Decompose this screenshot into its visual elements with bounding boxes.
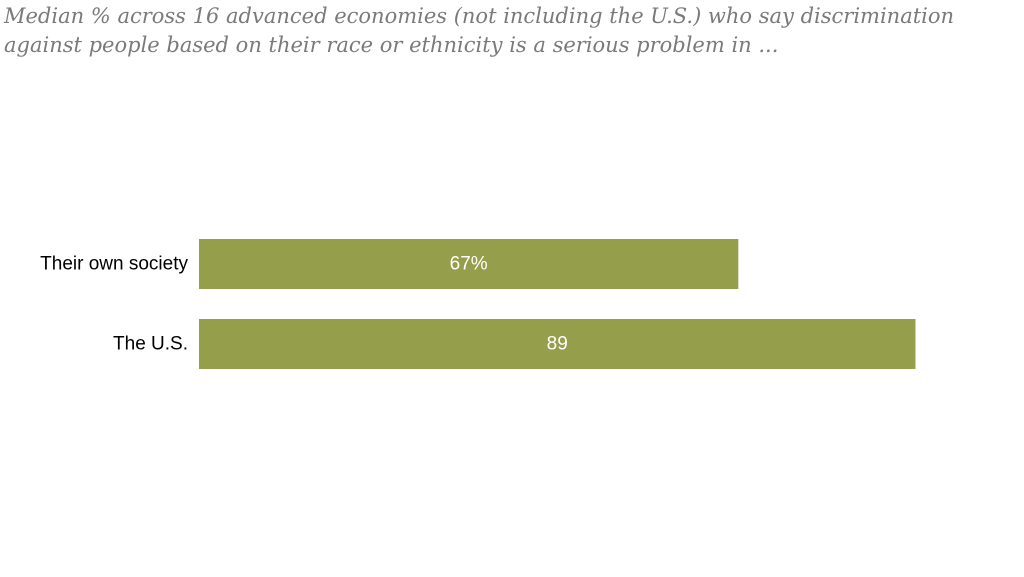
value-label-the-u-s: 89 <box>547 334 568 355</box>
category-label-the-u-s: The U.S. <box>113 334 188 355</box>
subtitle-line-2: against people based on their race or et… <box>4 33 779 57</box>
bar-their-own-society <box>199 239 739 289</box>
subtitle-line-1: Median % across 16 advanced economies (n… <box>4 4 955 28</box>
chart-subtitle: Median % across 16 advanced economies (n… <box>4 2 1014 60</box>
bar-the-u-s <box>199 319 916 369</box>
category-label-their-own-society: Their own society <box>40 254 188 275</box>
chart-marks: Their own society 67% The U.S. 89 <box>40 239 916 369</box>
value-label-their-own-society: 67% <box>450 254 488 275</box>
